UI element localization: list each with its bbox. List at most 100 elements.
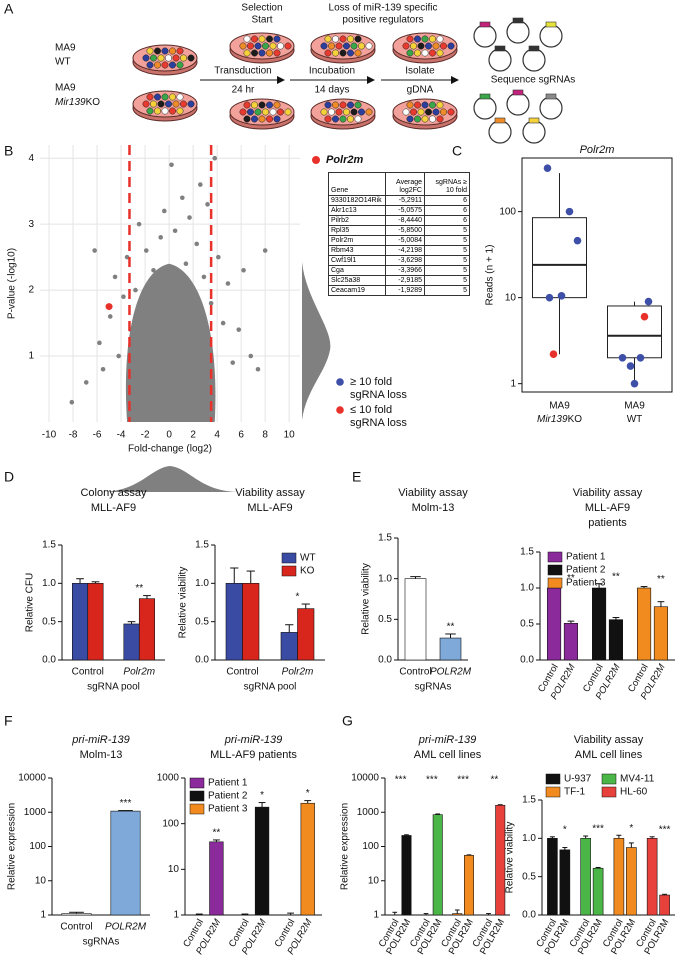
significance-label: * [306, 788, 310, 799]
table-cell: 5 [424, 265, 470, 276]
chart-title: Polr2m [580, 144, 615, 156]
cell [425, 108, 432, 116]
point [170, 360, 176, 365]
x-tick-label: POLR2M [105, 922, 147, 933]
y-tick-label: 0.5 [42, 616, 56, 627]
cell [273, 35, 281, 43]
chart-title: AML cell lines [414, 749, 482, 761]
cell [339, 35, 347, 43]
significance-label: * [260, 790, 264, 801]
legend-label: HL-60 [620, 787, 648, 798]
significance-label: ** [567, 573, 575, 584]
y-axis-label: Relative CFU [25, 573, 36, 632]
table-row: Ceacam19 -1,9289 5 [328, 285, 470, 296]
cell [277, 108, 284, 116]
panel-label: A [4, 1, 14, 17]
legend-label: U-937 [564, 774, 592, 785]
table-row: Cwf19l1 -3,6298 5 [328, 255, 470, 266]
point [140, 320, 145, 326]
chart-title: Molm-13 [412, 502, 455, 514]
cell [354, 49, 362, 57]
cell [146, 47, 154, 55]
cell [266, 49, 273, 57]
point [557, 292, 566, 300]
cell [332, 101, 339, 109]
point [236, 327, 242, 332]
y-tick-label: 1.5 [522, 795, 536, 806]
point [220, 320, 226, 326]
point [204, 347, 209, 352]
plasmid-insert [494, 117, 506, 124]
legend-label: KO [300, 566, 315, 577]
table-cell: -5,0084 [385, 235, 425, 246]
table-row: Rpl35 -5,8500 5 [328, 225, 470, 236]
x-tick-label: -8 [69, 430, 78, 441]
cell [440, 42, 447, 50]
point [142, 373, 148, 379]
point [143, 248, 149, 253]
bar [563, 622, 578, 661]
legend-swatch [545, 773, 561, 785]
bar [123, 623, 140, 661]
significance-label: * [629, 823, 633, 834]
y-tick-label: 1000 [357, 807, 380, 818]
cell [247, 108, 254, 116]
plasmid [506, 20, 530, 44]
legend-label: Patient 3 [208, 804, 248, 815]
y-tick-label: 10000 [351, 773, 379, 784]
panel-label: G [342, 713, 353, 729]
cell [187, 100, 195, 108]
point [187, 215, 192, 220]
cell [343, 42, 350, 50]
x-tick-label: -6 [93, 430, 102, 441]
table-row: Cga -3,3966 5 [328, 265, 470, 276]
legend-label: MV4-11 [620, 774, 655, 785]
cell [429, 101, 436, 109]
bar [439, 637, 462, 661]
y-tick-label: 10 [35, 875, 47, 886]
cell [414, 49, 421, 57]
table-cell: Rbm43 [328, 245, 386, 256]
box [607, 305, 662, 359]
cell [432, 108, 440, 116]
cell [157, 54, 165, 62]
x-tick-sublabel: WT [627, 414, 643, 425]
table-row: Polr2m -5,0084 5 [328, 235, 470, 246]
chart-title: Viability assay [235, 487, 305, 499]
significance-label: *** [659, 824, 671, 835]
legend-label: Polr2m [326, 154, 364, 166]
table-cell: Gene [328, 172, 386, 196]
panel-label: D [4, 469, 14, 485]
cell [436, 35, 444, 43]
bar [280, 632, 298, 661]
cell-line: MA9 [55, 83, 76, 94]
y-tick-label: 1 [373, 910, 379, 921]
point [174, 380, 179, 385]
bar [110, 810, 141, 916]
y-tick-label: 1.5 [520, 547, 534, 558]
point [97, 340, 102, 346]
point [154, 386, 160, 392]
y-tick-label: 1.0 [42, 578, 56, 589]
point [618, 353, 627, 362]
bar [659, 894, 670, 916]
cell [402, 108, 410, 116]
point [216, 254, 221, 260]
point [573, 236, 582, 245]
point [100, 366, 106, 372]
cell [425, 42, 432, 50]
cell [262, 42, 269, 50]
point [640, 312, 649, 321]
table-cell: -5,8500 [385, 225, 425, 236]
point [225, 281, 231, 286]
cell [284, 42, 292, 50]
cell [187, 54, 195, 62]
cell [176, 47, 184, 55]
legend-swatch [547, 551, 563, 563]
bar [209, 841, 224, 916]
point [262, 248, 268, 253]
x-tick-sublabel-gene: Mir139 [537, 414, 568, 425]
cell [157, 100, 165, 108]
chart-title: pri-miR-139 [71, 734, 129, 746]
density-x [100, 466, 240, 492]
